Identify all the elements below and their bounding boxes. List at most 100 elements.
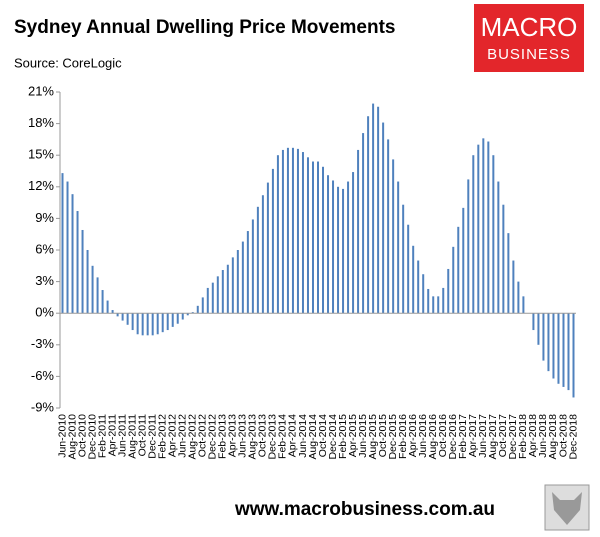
x-tick-label: Dec-2015 xyxy=(387,414,399,460)
x-tick-label: Dec-2018 xyxy=(567,414,579,460)
logo-top: MACRO xyxy=(481,12,578,42)
bar xyxy=(512,260,515,314)
bar xyxy=(572,313,575,398)
bar xyxy=(311,161,314,314)
bar xyxy=(322,166,325,314)
y-tick-label: 0% xyxy=(35,305,54,320)
x-tick-label: Dec-2017 xyxy=(507,414,519,460)
bar xyxy=(522,296,525,314)
x-tick-label: Jun-2015 xyxy=(357,414,369,458)
bar xyxy=(166,313,169,331)
bar xyxy=(482,138,485,314)
bar xyxy=(437,296,440,314)
y-tick-label: 18% xyxy=(28,115,54,130)
x-tick-label: Feb-2013 xyxy=(217,414,229,459)
bar xyxy=(397,181,400,314)
chart-subtitle: Source: CoreLogic xyxy=(14,55,122,70)
bar xyxy=(467,179,470,314)
x-tick-label: Dec-2013 xyxy=(267,414,279,460)
bar xyxy=(71,194,74,314)
bar xyxy=(276,155,279,314)
bar xyxy=(181,313,184,320)
bar xyxy=(81,229,84,314)
x-tick-label: Apr-2011 xyxy=(106,414,118,457)
bar xyxy=(452,246,455,314)
bar xyxy=(221,270,224,314)
x-tick-label: Jun-2011 xyxy=(116,414,128,457)
bar xyxy=(306,157,309,314)
bar xyxy=(66,181,69,314)
bar xyxy=(362,133,365,314)
bar xyxy=(492,155,495,314)
bar xyxy=(281,149,284,314)
bar xyxy=(567,313,570,391)
x-tick-label: Feb-2018 xyxy=(517,414,529,459)
bar xyxy=(387,139,390,314)
bar xyxy=(402,204,405,314)
bar xyxy=(236,250,239,314)
footer: www.macrobusiness.com.au xyxy=(234,499,495,520)
bar xyxy=(337,186,340,314)
bar xyxy=(432,296,435,314)
bar xyxy=(201,297,204,314)
bar xyxy=(121,313,124,321)
bar xyxy=(151,313,154,336)
y-tick-label: 9% xyxy=(35,210,54,225)
x-tick-label: Oct-2010 xyxy=(76,414,88,457)
x-tick-label: Oct-2016 xyxy=(437,414,449,457)
x-tick-label: Jun-2013 xyxy=(237,414,249,458)
bar xyxy=(146,313,149,336)
bar xyxy=(111,310,114,314)
y-tick-label: 6% xyxy=(35,241,54,256)
x-tick-label: Aug-2012 xyxy=(187,414,199,460)
bar xyxy=(472,155,475,314)
bar xyxy=(296,148,299,314)
bar xyxy=(106,300,109,314)
bar xyxy=(131,313,134,331)
bar xyxy=(547,313,550,372)
bar xyxy=(427,288,430,314)
y-tick-label: -6% xyxy=(31,368,55,383)
bar xyxy=(532,313,535,331)
bar xyxy=(286,147,289,314)
bar xyxy=(507,233,510,314)
x-tick-label: Apr-2017 xyxy=(467,414,479,457)
bar xyxy=(246,231,249,314)
bar xyxy=(377,106,380,314)
logo-bottom: BUSINESS xyxy=(487,46,571,63)
bar xyxy=(347,181,350,314)
x-tick-label: Dec-2010 xyxy=(86,414,98,460)
bar xyxy=(552,313,555,379)
bar xyxy=(332,180,335,314)
x-tick-label: Apr-2012 xyxy=(166,414,178,457)
bar xyxy=(76,211,79,314)
wolf-icon-shape xyxy=(552,492,582,525)
bar xyxy=(502,204,505,314)
x-tick-label: Feb-2017 xyxy=(457,414,469,459)
x-tick-label: Feb-2014 xyxy=(277,414,289,459)
bar xyxy=(557,313,560,384)
x-tick-label: Feb-2016 xyxy=(397,414,409,459)
x-tick-label: Oct-2011 xyxy=(136,414,148,457)
x-tick-label: Oct-2017 xyxy=(497,414,509,457)
x-tick-label: Oct-2015 xyxy=(377,414,389,457)
bar xyxy=(241,241,244,314)
bar xyxy=(477,144,480,314)
bar xyxy=(442,287,445,314)
x-tick-label: Feb-2015 xyxy=(337,414,349,459)
x-tick-label: Aug-2016 xyxy=(427,414,439,460)
x-tick-label: Aug-2015 xyxy=(367,414,379,460)
bar xyxy=(447,268,450,314)
bar xyxy=(96,277,99,314)
bar xyxy=(271,168,274,314)
bar xyxy=(116,313,119,317)
bar xyxy=(417,260,420,314)
bar xyxy=(191,312,194,314)
bar xyxy=(497,181,500,314)
bar xyxy=(171,313,174,327)
bar xyxy=(457,226,460,314)
bar xyxy=(517,281,520,314)
x-tick-label: Feb-2012 xyxy=(156,414,168,459)
bar xyxy=(462,207,465,314)
